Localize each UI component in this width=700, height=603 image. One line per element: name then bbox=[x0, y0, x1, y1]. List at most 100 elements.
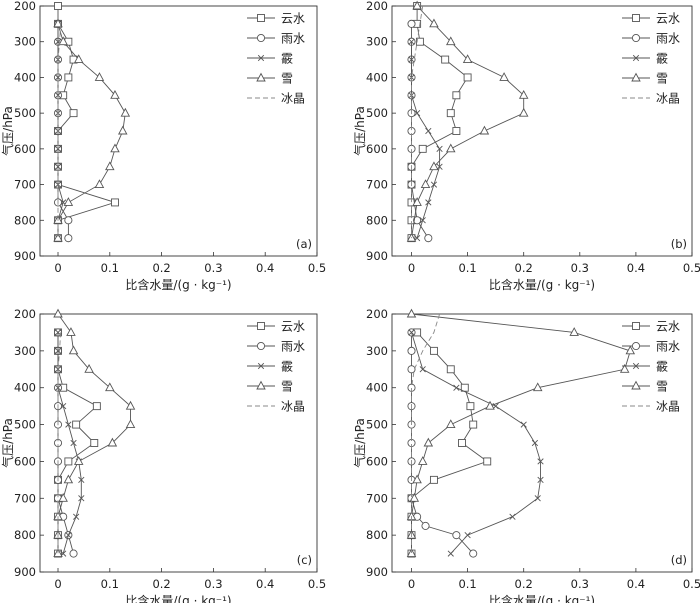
panel-4-series-4-point-1 bbox=[569, 327, 579, 336]
panel-3-y-tick-label-6: 800 bbox=[14, 528, 36, 542]
panel-4-series-3-point-10 bbox=[464, 532, 471, 539]
panel-1-series-1-point-11 bbox=[111, 198, 119, 207]
panel-4-y-tick-label-1: 300 bbox=[366, 344, 388, 358]
panel-3-y-tick-label-3: 500 bbox=[14, 418, 36, 432]
panel-1-y-tick-label-7: 900 bbox=[14, 249, 36, 263]
panel-2-series-2-point-0 bbox=[407, 19, 416, 28]
panel-4-legend-label-1: 云水 bbox=[656, 320, 680, 334]
panel-4-legend-marker-2 bbox=[631, 341, 641, 351]
panel-4-series-2-point-12 bbox=[452, 531, 461, 540]
panel-2-series-2-point-10 bbox=[413, 216, 422, 225]
panel-4-series-4-point-2 bbox=[625, 345, 636, 355]
panel-1-x-tick-label-1: 0.1 bbox=[101, 261, 119, 275]
panel-4-series-3-point-5 bbox=[531, 439, 539, 447]
panel-1-y-tick-label-0: 200 bbox=[14, 0, 36, 13]
panel-4-series-4-point-6 bbox=[446, 419, 456, 429]
panel-1-series-4-point-0 bbox=[53, 18, 63, 28]
panel-3-series-4-point-0 bbox=[53, 308, 63, 318]
panel-3-x-tick-label-5: 0.5 bbox=[308, 577, 326, 591]
panel-4-y-tick-label-2: 400 bbox=[366, 381, 388, 395]
panel-4-series-4-point-10 bbox=[409, 492, 420, 502]
panel-4-series-1-point-7 bbox=[483, 457, 492, 466]
panel-3-series-2-point-12 bbox=[69, 549, 78, 558]
panel-1-series-2-point-11 bbox=[64, 216, 73, 225]
panel-2-legend-marker-4 bbox=[631, 72, 641, 82]
chart-panel-1: 0 0.1 0.2 0.3 0.4 0.5 200 300 400 500 600 700 800 900… bbox=[0, 0, 326, 292]
panel-3-series-4-point-5 bbox=[125, 400, 136, 410]
panel-3-legend-label-3: 霰 bbox=[281, 360, 293, 374]
panel-1-legend-marker-3 bbox=[257, 54, 265, 62]
panel-3-series-3-point-5 bbox=[65, 421, 72, 428]
panel-3-series-4-point-1 bbox=[66, 327, 76, 336]
panel-1-x-tick-label-2: 0.2 bbox=[152, 261, 170, 275]
panel-4-x-tick-label-4: 0.4 bbox=[627, 577, 645, 591]
panel-2-series-4-point-2 bbox=[446, 36, 456, 46]
panel-2-series-4-point-8 bbox=[446, 143, 456, 153]
panel-4-y-tick-label-5: 700 bbox=[366, 491, 388, 505]
panel-3-x-tick-label-1: 0.1 bbox=[101, 577, 119, 591]
panel-4-legend-marker-1 bbox=[632, 322, 640, 330]
panel-3-series-4-point-2 bbox=[68, 345, 79, 355]
panel-2-legend-label-2: 雨水 bbox=[656, 32, 680, 46]
panel-4-x-tick-label-2: 0.2 bbox=[515, 577, 533, 591]
panel-4-series-2-point-2 bbox=[407, 365, 416, 374]
panel-2-x-axis-label: 比含水量/(g · kg⁻¹) bbox=[489, 277, 595, 292]
panel-2-series-3-point-8 bbox=[430, 181, 438, 188]
panel-3-series-3-point-0 bbox=[54, 329, 62, 336]
panel-2-series-2-point-11 bbox=[424, 234, 433, 243]
panel-4-series-2-point-1 bbox=[407, 346, 416, 355]
panel-1-series-4-point-5 bbox=[120, 107, 131, 117]
panel-1-series-4-point-12 bbox=[53, 232, 63, 242]
panel-3-x-tick-label-3: 0.3 bbox=[204, 577, 222, 591]
panel-4-legend-label-5: 冰晶 bbox=[656, 400, 680, 414]
panel-4-y-tick-label-6: 800 bbox=[366, 528, 388, 542]
panel-4-series-3-point-8 bbox=[534, 495, 541, 502]
panel-3-y-tick-label-2: 400 bbox=[14, 381, 36, 395]
panel-3-x-axis-label: 比含水量/(g · kg⁻¹) bbox=[125, 593, 231, 603]
panel-3-series-4-point-7 bbox=[107, 437, 118, 447]
panel-2-series-4-point-0 bbox=[412, 0, 422, 10]
panel-3-plot-frame bbox=[39, 313, 318, 573]
panel-1-y-tick-label-2: 400 bbox=[14, 70, 36, 84]
panel-1-series-2-point-12 bbox=[64, 234, 73, 243]
panel-1-y-tick-label-5: 700 bbox=[14, 178, 36, 192]
panel-1-y-tick-label-6: 800 bbox=[14, 213, 36, 227]
panel-2-series-4-point-4 bbox=[499, 72, 509, 81]
panel-3-series-4 bbox=[53, 308, 136, 558]
panel-4-series-4-point-0 bbox=[406, 308, 417, 318]
panel-2-series-1-point-8 bbox=[418, 144, 427, 153]
panel-3-x-tick-label-4: 0.4 bbox=[256, 577, 274, 591]
panel-3-series-3-point-4 bbox=[60, 403, 67, 410]
panel-2-legend-marker-2 bbox=[631, 33, 641, 43]
panel-2-series-3-point-1 bbox=[408, 56, 415, 63]
panel-4-series-3-point-7 bbox=[537, 476, 544, 483]
panel-2-y-tick-label-3: 500 bbox=[366, 106, 388, 120]
panel-3-y-tick-label-1: 300 bbox=[14, 344, 36, 358]
panel-3-legend-label-2: 雨水 bbox=[281, 340, 305, 354]
panel-4-series-2 bbox=[407, 328, 478, 558]
panel-4-series-4-point-3 bbox=[619, 363, 630, 373]
panel-3-series-1-point-6 bbox=[90, 439, 99, 447]
panel-1-series-1-point-0 bbox=[54, 2, 62, 10]
panel-4-panel-label: (d) bbox=[671, 553, 687, 567]
panel-4-series-1-point-5 bbox=[469, 420, 478, 429]
panel-2-series-4-point-9 bbox=[429, 161, 439, 171]
panel-3-x-tick-label-0: 0 bbox=[54, 577, 61, 591]
panel-2-series-4-point-11 bbox=[412, 197, 422, 206]
panel-3-series-3-point-9 bbox=[78, 495, 85, 502]
panel-4-series-3-point-0 bbox=[408, 329, 415, 336]
panel-2-series-4-point-5 bbox=[518, 89, 529, 99]
panel-4-y-tick-label-4: 600 bbox=[366, 454, 388, 468]
panel-1-legend-label-2: 雨水 bbox=[281, 32, 305, 46]
panel-4-series-1-point-2 bbox=[446, 365, 455, 374]
panel-4-series-3-point-6 bbox=[537, 458, 544, 465]
panel-2-legend-label-5: 冰晶 bbox=[656, 92, 680, 106]
panel-3-y-tick-label-0: 200 bbox=[14, 307, 36, 321]
panel-3-y-tick-label-5: 700 bbox=[14, 491, 36, 505]
panel-2-series-3-line bbox=[411, 41, 441, 239]
panel-1-series-4-point-3 bbox=[94, 72, 105, 81]
panel-1-x-tick-label-0: 0 bbox=[54, 261, 61, 275]
panel-4-y-axis-label: 气压/hPa bbox=[352, 418, 367, 468]
